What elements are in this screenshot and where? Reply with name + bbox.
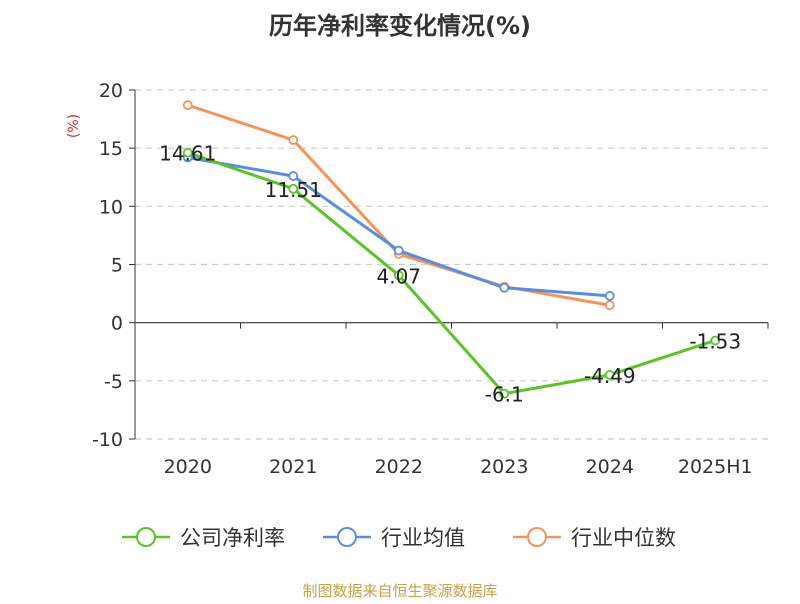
x-tick-label: 2024 [586,456,634,478]
data-point [182,147,193,158]
legend-marker [527,527,547,547]
legend: 公司净利率 行业均值 行业中位数 [122,526,676,550]
axis-layer: 20 15 10 5 0 -5 -10 2020 2021 2022 2023 2024 2025H1 [92,80,769,478]
series-layer [182,100,721,399]
y-tick-label: 20 [99,80,123,102]
x-tick-label: 2021 [269,456,317,478]
legend-label: 公司净利率 [180,526,285,550]
data-point [604,300,615,311]
y-tick-label: 5 [111,255,123,277]
legend-marker [337,527,357,547]
legend-label: 行业均值 [381,526,465,550]
data-point [604,291,615,301]
data-point [393,245,404,256]
y-tick-label: -10 [92,429,123,451]
data-label: -6.1 [485,383,524,407]
x-tick-label: 2022 [375,456,423,478]
y-tick-label: 15 [99,138,123,160]
y-tick-label: -5 [104,371,123,393]
y-tick-label: 0 [111,313,123,335]
data-point [499,388,510,399]
data-point [288,135,299,145]
data-point [288,171,299,181]
x-tick-label: 2025H1 [678,456,753,478]
legend-item: 公司净利率 [122,526,285,550]
x-tick-label: 2020 [164,456,212,478]
source-note: 制图数据来自恒生聚源数据库 [302,582,497,600]
data-point [604,370,615,380]
data-label: -1.53 [689,329,741,353]
legend-item: 行业均值 [323,526,465,550]
data-point [393,270,404,281]
chart-title: 历年净利率变化情况(%) [269,12,531,40]
y-axis-label: (%) [66,114,82,138]
data-point [182,100,193,111]
data-label: 14.61 [159,142,216,166]
y-tick-label: 10 [99,196,123,218]
data-point [710,335,721,346]
x-tick-label: 2023 [480,456,528,478]
data-label-layer: 14.61 11.51 4.07 -6.1 -4.49 -1.53 [159,142,741,407]
legend-label: 行业中位数 [571,526,676,550]
data-label: -4.49 [584,364,636,388]
legend-marker [136,527,156,547]
grid-layer [135,89,768,440]
data-label: 4.07 [376,264,421,288]
series-line [187,151,716,396]
legend-item: 行业中位数 [513,526,676,550]
data-label: 11.51 [265,178,322,202]
data-point [288,183,299,194]
data-point [499,282,510,293]
